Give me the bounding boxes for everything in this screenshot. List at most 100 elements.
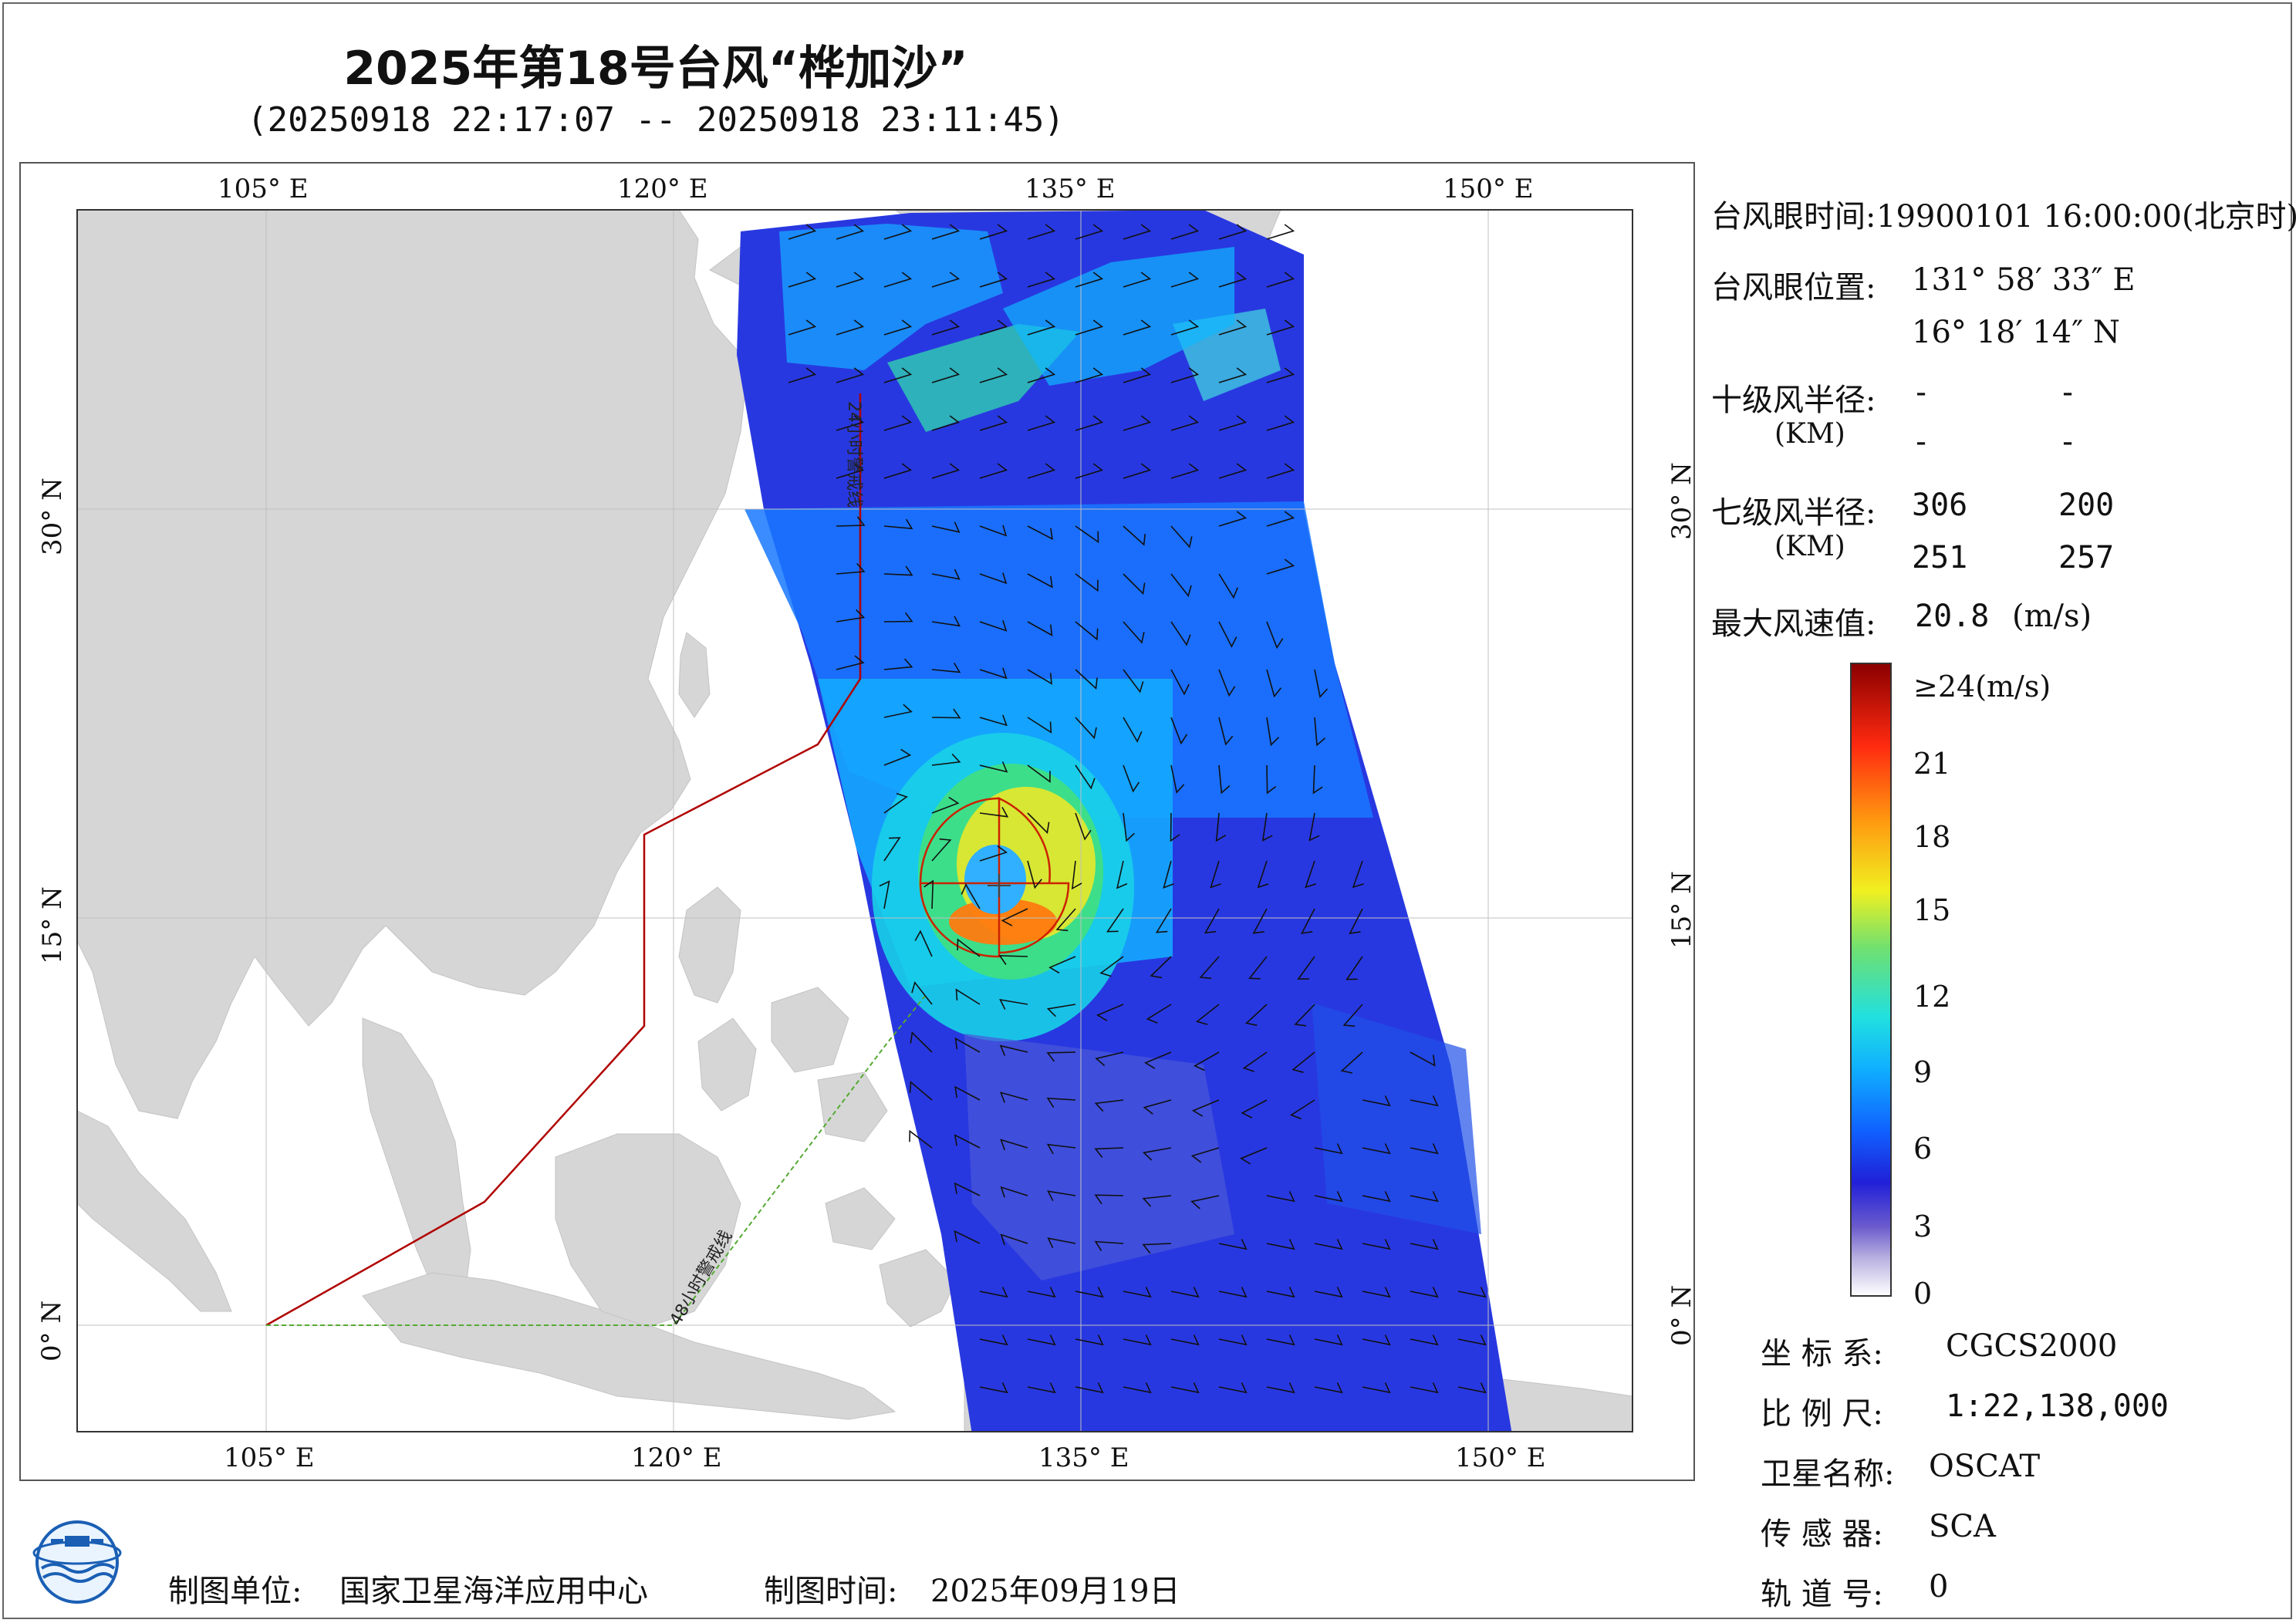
wind-barb: [1000, 1092, 1028, 1103]
lat-tick-right-30: 30° N: [1666, 462, 1697, 540]
wind-barb: [1457, 1287, 1487, 1298]
wind-barb: [1457, 1382, 1487, 1394]
wind-barb: [961, 883, 981, 909]
wind-barb: [1218, 367, 1248, 383]
wind-barb: [1314, 1239, 1343, 1250]
colorbar-label-9: 9: [1913, 1055, 1933, 1089]
map-unit-label: 制图单位:: [168, 1574, 302, 1609]
wind-barb: [1046, 1004, 1076, 1017]
wind-barb: [1106, 908, 1124, 933]
wind-barb: [1027, 463, 1056, 479]
lon-tick-top-135: 135° E: [1025, 174, 1116, 204]
lon-tick-bottom-135: 135° E: [1038, 1442, 1129, 1473]
wind-barb: [1075, 525, 1099, 544]
wind-barb: [998, 955, 1028, 965]
wind-barb: [883, 518, 913, 530]
wind-barb: [1075, 1287, 1104, 1298]
wind-barb: [1266, 764, 1277, 795]
lon-tick-bottom-150: 150° E: [1455, 1442, 1546, 1473]
wind-barb: [1266, 319, 1295, 336]
wind-barb: [1314, 1143, 1343, 1155]
wind-barb: [1314, 717, 1326, 747]
wind-barb: [1075, 573, 1099, 592]
wind-barb: [1123, 717, 1143, 743]
wind-barb: [999, 1044, 1028, 1056]
wind-barb: [1410, 1382, 1439, 1394]
wind-barb: [1314, 1191, 1343, 1203]
wind-barb: [931, 708, 961, 719]
wind-barb: [883, 224, 913, 240]
wind-barb: [1170, 367, 1200, 383]
max-wind-label: 最大风速值:: [1711, 606, 1876, 642]
r7-value-se: 200: [2058, 488, 2115, 523]
wind-barb: [883, 367, 913, 383]
wind-barb: [1362, 1095, 1391, 1107]
wind-barb: [1218, 717, 1234, 746]
wind-barb: [979, 761, 1008, 773]
wind-barb: [1027, 621, 1053, 636]
wind-barb: [1312, 764, 1323, 795]
wind-barb: [1123, 1382, 1152, 1394]
wind-barb: [1094, 1194, 1124, 1205]
wind-barb: [931, 569, 961, 580]
wind-barb: [1000, 1233, 1028, 1246]
wind-barb: [1218, 463, 1248, 479]
wind-barb: [1266, 415, 1295, 431]
wind-barb: [1095, 1051, 1124, 1067]
wind-barb: [1142, 1195, 1172, 1207]
wind-barb: [1123, 463, 1152, 479]
wind-barb: [1142, 1147, 1172, 1161]
wind-barb: [788, 272, 817, 288]
wind-barb: [1027, 415, 1056, 431]
wind-barb: [1190, 1195, 1220, 1210]
wind-barb: [1218, 573, 1238, 599]
wind-barb: [836, 272, 865, 288]
wind-barb: [931, 753, 961, 766]
wind-barb: [1170, 463, 1200, 479]
wind-barb: [1075, 415, 1104, 431]
wind-barb: [1046, 1097, 1076, 1108]
wind-barb: [1266, 1239, 1295, 1250]
wind-barb: [883, 565, 913, 576]
wind-barb: [1155, 908, 1172, 933]
wind-barb: [1266, 367, 1295, 383]
lat-tick-right-0: 0° N: [1666, 1284, 1697, 1346]
wind-barb: [836, 367, 865, 383]
wind-barb: [1257, 860, 1269, 889]
wind-barb: [1239, 1147, 1268, 1165]
wind-barb: [979, 415, 1008, 431]
wind-barb: [1116, 860, 1128, 889]
wind-barb: [1055, 908, 1076, 932]
wind-barb: [836, 463, 865, 479]
wind-barb: [1352, 860, 1364, 889]
wind-barb: [1362, 1287, 1391, 1298]
colorbar-label-15: 15: [1913, 893, 1951, 927]
colorbar-label-0: 0: [1913, 1277, 1933, 1311]
wind-barb: [909, 1081, 933, 1101]
wind-barb: [979, 224, 1008, 240]
wind-barb: [1410, 1287, 1439, 1298]
wind-barb: [1362, 1191, 1391, 1203]
wind-barb: [914, 930, 933, 957]
wind-barb: [1075, 463, 1104, 479]
wind-barb: [883, 612, 913, 623]
wind-barb: [1046, 1143, 1076, 1155]
wind-barb: [1001, 908, 1028, 926]
wind-barb: [1048, 956, 1076, 974]
wind-barb: [883, 704, 913, 718]
wind-barb: [1123, 1335, 1152, 1346]
wind-barb: [979, 367, 1008, 383]
wind-barb: [1294, 1004, 1315, 1027]
wind-barb: [909, 1129, 933, 1149]
wind-barb: [979, 272, 1008, 288]
colorbar-label-18: 18: [1913, 820, 1951, 854]
colorbar-label-21: 21: [1913, 747, 1951, 781]
wind-barb: [1314, 669, 1329, 698]
max-wind-unit: (m/s): [2012, 599, 2092, 634]
wind-barb: [1248, 956, 1268, 980]
sensor-value: SCA: [1929, 1509, 1996, 1544]
wind-barb: [979, 319, 1008, 336]
wind-barb: [1094, 1147, 1124, 1158]
